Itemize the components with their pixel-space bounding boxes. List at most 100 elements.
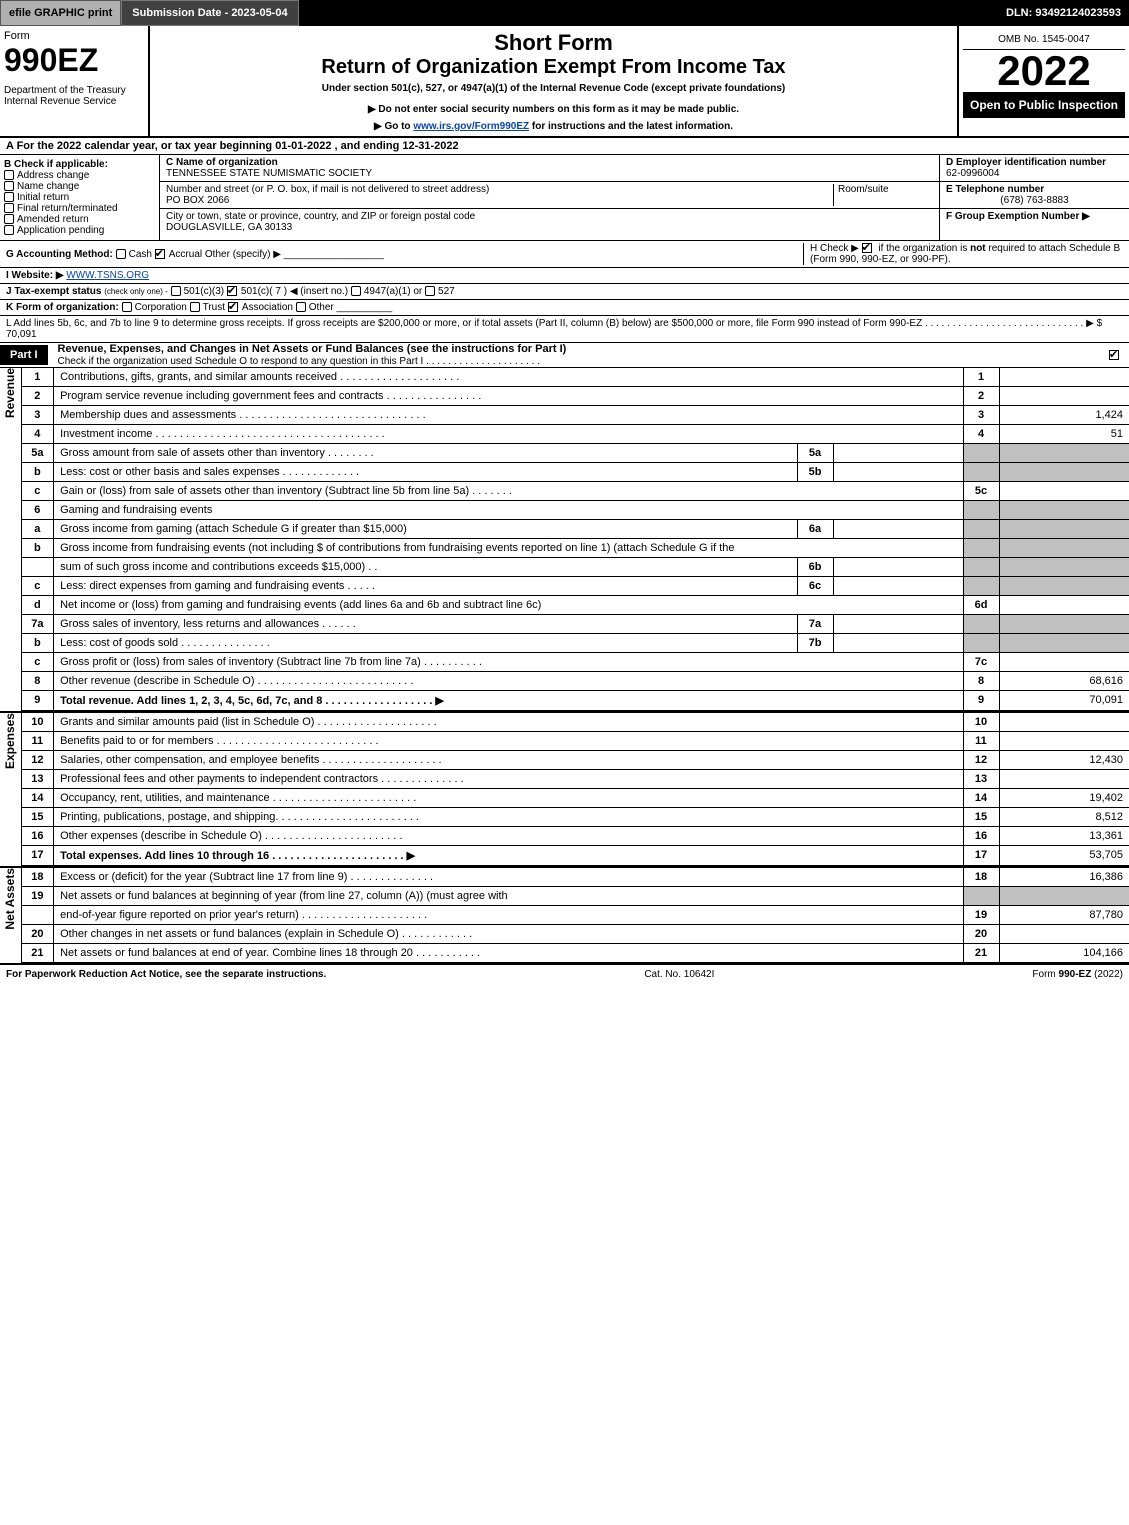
table-row: 10Grants and similar amounts paid (list … <box>22 713 1129 732</box>
row-l-receipts: L Add lines 5b, 6c, and 7b to line 9 to … <box>0 316 1129 343</box>
table-row: 9Total revenue. Add lines 1, 2, 3, 4, 5c… <box>22 691 1129 711</box>
other-checkbox[interactable] <box>296 302 306 312</box>
no-ssn-note: ▶ Do not enter social security numbers o… <box>154 104 953 115</box>
expenses-sidelabel: Expenses <box>0 713 22 866</box>
table-row: 11Benefits paid to or for members . . . … <box>22 732 1129 751</box>
trust-checkbox[interactable] <box>190 302 200 312</box>
expenses-section: Expenses 10Grants and similar amounts pa… <box>0 711 1129 866</box>
website-link[interactable]: WWW.TSNS.ORG <box>66 270 149 281</box>
part1-schedule-o-checkbox[interactable] <box>1109 350 1119 360</box>
cash-checkbox[interactable] <box>116 249 126 259</box>
row-g-h: G Accounting Method: Cash Accrual Other … <box>0 241 1129 268</box>
city-row: City or town, state or province, country… <box>160 209 939 235</box>
footer-right: Form 990-EZ (2022) <box>1032 969 1123 980</box>
b-checkbox[interactable] <box>4 181 14 191</box>
b-checkbox[interactable] <box>4 225 14 235</box>
b-check-item: Application pending <box>4 225 155 236</box>
table-row: 4Investment income . . . . . . . . . . .… <box>22 425 1129 444</box>
netassets-sidelabel: Net Assets <box>0 868 22 963</box>
form-title-col: Short Form Return of Organization Exempt… <box>150 26 959 136</box>
b-check-item: Amended return <box>4 214 155 225</box>
table-row: end-of-year figure reported on prior yea… <box>22 906 1129 925</box>
table-row: 15Printing, publications, postage, and s… <box>22 808 1129 827</box>
netassets-table: 18Excess or (deficit) for the year (Subt… <box>22 868 1129 963</box>
efile-print-button[interactable]: efile GRAPHIC print <box>0 0 121 26</box>
d-ein: D Employer identification number 62-0996… <box>940 155 1129 182</box>
revenue-section: Revenue 1Contributions, gifts, grants, a… <box>0 368 1129 711</box>
table-row: cGain or (loss) from sale of assets othe… <box>22 482 1129 501</box>
b-checkbox[interactable] <box>4 214 14 224</box>
table-row: 20Other changes in net assets or fund ba… <box>22 925 1129 944</box>
org-address: PO BOX 2066 <box>166 195 229 206</box>
section-b: B Check if applicable: Address changeNam… <box>0 155 1129 241</box>
submission-date-label: Submission Date - 2023-05-04 <box>121 0 298 26</box>
return-title: Return of Organization Exempt From Incom… <box>154 56 953 79</box>
table-row: 6Gaming and fundraising events <box>22 501 1129 520</box>
form-word: Form <box>4 30 144 42</box>
part1-header: Part I Revenue, Expenses, and Changes in… <box>0 343 1129 368</box>
f-group: F Group Exemption Number ▶ <box>940 209 1129 224</box>
table-row: 3Membership dues and assessments . . . .… <box>22 406 1129 425</box>
b-check-item: Address change <box>4 170 155 181</box>
row-g: G Accounting Method: Cash Accrual Other … <box>6 249 803 260</box>
e-phone: E Telephone number (678) 763-8883 <box>940 182 1129 209</box>
table-row: 12Salaries, other compensation, and empl… <box>22 751 1129 770</box>
b-check-item: Initial return <box>4 192 155 203</box>
b-checkbox[interactable] <box>4 170 14 180</box>
form-header: Form 990EZ Department of the Treasury In… <box>0 26 1129 138</box>
table-row: 7aGross sales of inventory, less returns… <box>22 615 1129 634</box>
tax-year: 2022 <box>963 50 1125 92</box>
room-suite: Room/suite <box>833 184 933 206</box>
footer-mid: Cat. No. 10642I <box>644 969 714 980</box>
table-row: cGross profit or (loss) from sales of in… <box>22 653 1129 672</box>
corp-checkbox[interactable] <box>122 302 132 312</box>
table-row: 1Contributions, gifts, grants, and simil… <box>22 368 1129 387</box>
dln-label: DLN: 93492124023593 <box>998 0 1129 26</box>
irs-label: Internal Revenue Service <box>4 96 144 107</box>
top-bar: efile GRAPHIC print Submission Date - 20… <box>0 0 1129 26</box>
gross-receipts-value: 70,091 <box>6 329 37 340</box>
col-c-org: C Name of organization TENNESSEE STATE N… <box>160 155 939 240</box>
accrual-checkbox[interactable] <box>155 249 165 259</box>
table-row: 18Excess or (deficit) for the year (Subt… <box>22 868 1129 887</box>
inspection-box: Open to Public Inspection <box>963 92 1125 118</box>
501c3-checkbox[interactable] <box>171 286 181 296</box>
b-check-item: Name change <box>4 181 155 192</box>
short-form-title: Short Form <box>154 30 953 56</box>
table-row: 21Net assets or fund balances at end of … <box>22 944 1129 963</box>
part1-label: Part I <box>0 345 48 365</box>
part1-title: Revenue, Expenses, and Changes in Net As… <box>48 343 1109 367</box>
phone-value: (678) 763-8883 <box>946 195 1123 206</box>
org-city: DOUGLASVILLE, GA 30133 <box>166 222 292 233</box>
b-check-item: Final return/terminated <box>4 203 155 214</box>
b-checkbox[interactable] <box>4 203 14 213</box>
org-name: TENNESSEE STATE NUMISMATIC SOCIETY <box>166 168 372 179</box>
table-row: dNet income or (loss) from gaming and fu… <box>22 596 1129 615</box>
row-j-status: J Tax-exempt status (check only one) - 5… <box>0 284 1129 300</box>
row-i-website: I Website: ▶ WWW.TSNS.ORG <box>0 268 1129 284</box>
row-a-period: A For the 2022 calendar year, or tax yea… <box>0 138 1129 155</box>
527-checkbox[interactable] <box>425 286 435 296</box>
col-d-e-f: D Employer identification number 62-0996… <box>939 155 1129 240</box>
netassets-section: Net Assets 18Excess or (deficit) for the… <box>0 866 1129 963</box>
table-row: 13Professional fees and other payments t… <box>22 770 1129 789</box>
row-h: H Check ▶ if the organization is not req… <box>803 243 1123 265</box>
revenue-sidelabel: Revenue <box>0 368 22 711</box>
row-k-orgform: K Form of organization: Corporation Trus… <box>0 300 1129 316</box>
dept-label: Department of the Treasury <box>4 85 144 96</box>
501c-checkbox[interactable] <box>227 286 237 296</box>
b-title: B Check if applicable: <box>4 159 108 170</box>
addr-row: Number and street (or P. O. box, if mail… <box>160 182 939 209</box>
b-checkbox[interactable] <box>4 192 14 202</box>
schedule-b-checkbox[interactable] <box>862 243 872 253</box>
assoc-checkbox[interactable] <box>228 302 238 312</box>
table-row: 17Total expenses. Add lines 10 through 1… <box>22 846 1129 866</box>
expenses-table: 10Grants and similar amounts paid (list … <box>22 713 1129 866</box>
table-row: 19Net assets or fund balances at beginni… <box>22 887 1129 906</box>
c-name-row: C Name of organization TENNESSEE STATE N… <box>160 155 939 182</box>
table-row: bLess: cost of goods sold . . . . . . . … <box>22 634 1129 653</box>
irs-link[interactable]: www.irs.gov/Form990EZ <box>413 121 529 132</box>
table-row: cLess: direct expenses from gaming and f… <box>22 577 1129 596</box>
4947-checkbox[interactable] <box>351 286 361 296</box>
goto-note: ▶ Go to www.irs.gov/Form990EZ for instru… <box>154 121 953 132</box>
